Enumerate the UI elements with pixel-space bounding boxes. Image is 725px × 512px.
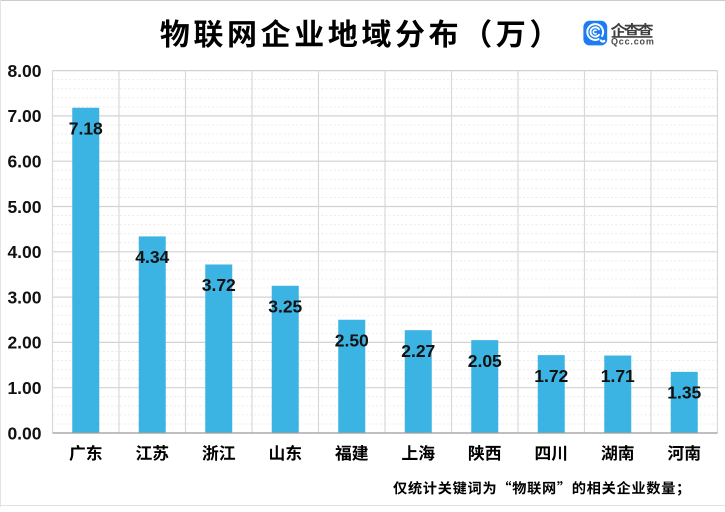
svg-text:1.35: 1.35 <box>667 383 701 403</box>
svg-text:4.00: 4.00 <box>7 242 41 262</box>
svg-text:1.71: 1.71 <box>601 366 635 386</box>
svg-text:3.72: 3.72 <box>202 275 236 295</box>
svg-text:8.00: 8.00 <box>7 61 41 81</box>
svg-text:3.25: 3.25 <box>268 296 302 316</box>
svg-text:2.00: 2.00 <box>7 333 41 353</box>
svg-text:2.05: 2.05 <box>468 351 502 371</box>
svg-text:1.00: 1.00 <box>7 378 41 398</box>
svg-text:3.00: 3.00 <box>7 287 41 307</box>
svg-text:1.72: 1.72 <box>534 366 568 386</box>
svg-text:7.00: 7.00 <box>7 106 41 126</box>
svg-text:2.50: 2.50 <box>335 330 369 350</box>
svg-text:7.18: 7.18 <box>69 118 103 138</box>
svg-text:0.00: 0.00 <box>7 423 41 443</box>
svg-text:6.00: 6.00 <box>7 152 41 172</box>
svg-text:4.34: 4.34 <box>135 247 169 267</box>
svg-text:5.00: 5.00 <box>7 197 41 217</box>
svg-text:Qcc.com: Qcc.com <box>611 36 655 46</box>
svg-text:2.27: 2.27 <box>401 341 435 361</box>
